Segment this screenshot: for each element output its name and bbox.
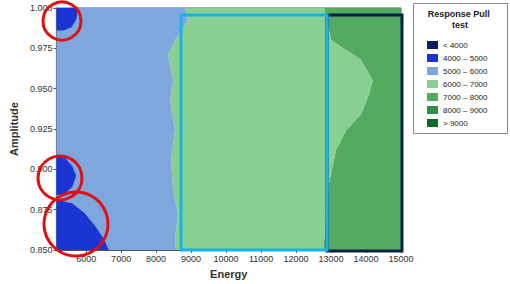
svg-text:Energy: Energy [210,268,248,280]
svg-text:6000 – 7000: 6000 – 7000 [443,80,488,89]
svg-text:6000: 6000 [76,253,97,264]
svg-text:9000: 9000 [181,254,201,264]
svg-text:> 9000: > 9000 [443,119,468,128]
svg-text:0.900: 0.900 [29,164,53,175]
svg-text:7000: 7000 [111,254,131,264]
svg-text:Response Pull: Response Pull [428,9,493,19]
svg-text:14000: 14000 [354,254,379,264]
svg-text:5000 – 6000: 5000 – 6000 [443,67,488,76]
svg-text:8000: 8000 [146,254,166,264]
svg-text:15000: 15000 [388,254,413,264]
svg-text:1.000: 1.000 [29,3,53,13]
svg-text:0.975: 0.975 [30,43,53,53]
svg-text:4000 – 5000: 4000 – 5000 [443,54,488,63]
svg-text:7000 – 8000: 7000 – 8000 [443,93,488,102]
svg-text:0.850: 0.850 [30,245,53,255]
svg-text:< 4000: < 4000 [443,41,468,50]
svg-text:0.925: 0.925 [30,124,53,134]
svg-text:0.950: 0.950 [30,84,53,94]
svg-text:10000: 10000 [214,254,239,264]
svg-text:11000: 11000 [249,254,273,264]
svg-text:Amplitude: Amplitude [8,102,20,156]
svg-text:test: test [452,20,468,30]
svg-text:8000 – 9000: 8000 – 9000 [443,106,488,115]
svg-text:13000: 13000 [319,254,344,264]
svg-text:0.875: 0.875 [29,204,53,215]
svg-text:12000: 12000 [284,254,309,264]
